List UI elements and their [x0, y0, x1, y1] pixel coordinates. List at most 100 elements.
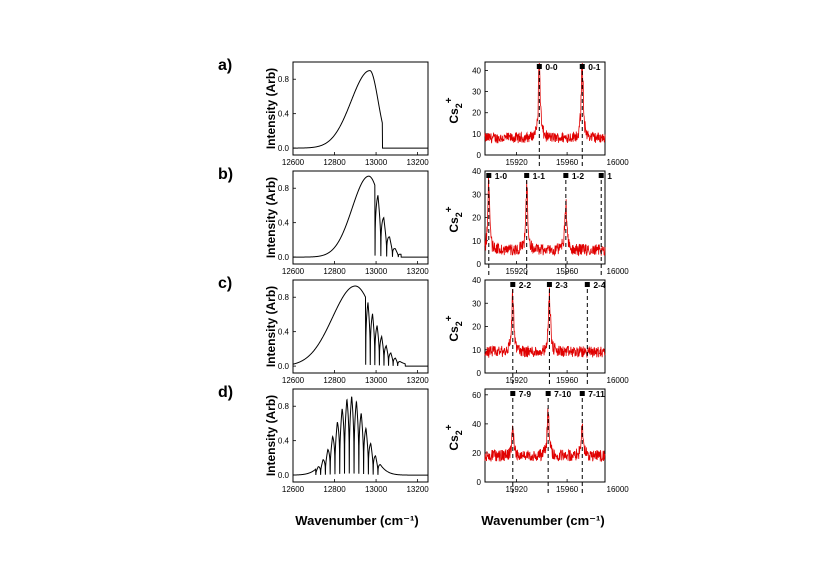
peak-marker-square	[563, 173, 569, 178]
x-tick-label: 15920	[505, 485, 528, 494]
y-tick-label: 0.4	[278, 110, 290, 119]
peak-marker-square	[524, 173, 530, 178]
plot-frame	[292, 388, 429, 483]
peak-label: 0-0	[545, 62, 558, 72]
y-axis-label: Cs2+	[444, 97, 464, 123]
peak-label: 7-10	[554, 389, 571, 399]
y-tick-label: 0.0	[278, 471, 290, 480]
y-tick-label: 0	[477, 260, 482, 269]
plot-frame	[292, 279, 429, 374]
spectrum-line	[293, 175, 428, 258]
peak-marker-square	[486, 173, 492, 178]
y-axis-label: Intensity (Arb)	[264, 68, 278, 149]
y-tick-label: 60	[472, 391, 481, 400]
peak-label: 0-1	[588, 62, 601, 72]
peak-label: 1-2	[572, 171, 585, 181]
x-tick-label: 16000	[607, 267, 630, 276]
y-tick-label: 30	[472, 299, 481, 308]
x-tick-label: 12600	[282, 485, 305, 494]
x-tick-label: 12800	[323, 267, 346, 276]
panels: 12600 12800 13000 132000.00.40.8a)Intensity…	[218, 57, 629, 494]
y-tick-label: 40	[472, 66, 481, 75]
y-tick-label: 10	[472, 237, 481, 246]
panel-label: c)	[218, 275, 232, 292]
x-tick-label: 15960	[556, 376, 579, 385]
x-tick-label: 13200	[406, 485, 429, 494]
ion-signal-line	[484, 287, 606, 358]
x-tick-label: 13200	[406, 158, 429, 167]
x-tick-label: 16000	[607, 158, 630, 167]
y-tick-label: 0.4	[278, 437, 290, 446]
peak-label: 1	[607, 171, 612, 181]
y-tick-label: 10	[472, 346, 481, 355]
peak-label: 1-1	[533, 171, 546, 181]
y-tick-label: 0.0	[278, 144, 290, 153]
y-tick-label: 0.4	[278, 328, 290, 337]
spectrum-line	[293, 70, 428, 149]
x-tick-label: 12800	[323, 376, 346, 385]
panel-label: b)	[218, 166, 233, 183]
peak-label: 2-4	[593, 280, 606, 290]
y-axis-label: Intensity (Arb)	[264, 177, 278, 258]
x-tick-label: 13000	[365, 485, 388, 494]
x-tick-label: 12600	[282, 267, 305, 276]
y-tick-label: 10	[472, 130, 481, 139]
peak-marker-square	[536, 64, 542, 69]
peak-label: 2-2	[519, 280, 532, 290]
panel-7: 15920 15960 16000 0 20 40 60 Cs2+ 7-9 7-10 7-11	[444, 388, 629, 494]
panel-4: 15920 15960 16000 0 10 20 30 40 Cs2+ 0-0 0-1	[444, 61, 630, 167]
x-tick-label: 15960	[556, 485, 579, 494]
y-axis-label: Cs2+	[444, 424, 464, 450]
y-tick-label: 0.0	[278, 253, 290, 262]
peak-marker-square	[598, 173, 604, 178]
plot-frame	[484, 61, 606, 156]
peak-marker-square	[579, 391, 585, 396]
y-tick-label: 20	[472, 323, 481, 332]
panel-0: 12600 12800 13000 13200 0.0 0.4 0.8 a) Intensity…	[218, 57, 429, 167]
y-axis-label: Cs2+	[444, 315, 464, 341]
x-tick-label: 13000	[365, 158, 388, 167]
x-tick-label: 15960	[556, 267, 579, 276]
y-tick-label: 0.8	[278, 293, 290, 302]
x-tick-label: 12800	[323, 158, 346, 167]
peak-label: 1-0	[495, 171, 508, 181]
x-tick-label: 12600	[282, 376, 305, 385]
x-tick-label: 12600	[282, 158, 305, 167]
x-tick-label: 15960	[556, 158, 579, 167]
x-tick-label: 15920	[505, 376, 528, 385]
left-x-axis-label: Wavenumber (cm⁻¹)	[295, 513, 418, 528]
y-tick-label: 0.8	[278, 402, 290, 411]
x-tick-label: 13000	[365, 376, 388, 385]
panel-label: a)	[218, 57, 232, 74]
y-tick-label: 30	[472, 190, 481, 199]
peak-marker-square	[584, 282, 590, 287]
ion-signal-line	[484, 175, 606, 257]
peak-marker-square	[579, 64, 585, 69]
y-tick-label: 20	[472, 109, 481, 118]
peak-label: 2-3	[555, 280, 568, 290]
x-tick-label: 16000	[607, 376, 630, 385]
plot-frame	[292, 170, 429, 265]
ion-signal-line	[484, 408, 606, 463]
x-tick-label: 15920	[505, 158, 528, 167]
spectrum-line	[292, 396, 428, 476]
y-tick-label: 0.8	[278, 75, 290, 84]
y-tick-label: 40	[472, 276, 481, 285]
y-tick-label: 20	[472, 449, 481, 458]
x-tick-label: 15920	[505, 267, 528, 276]
right-x-axis-label: Wavenumber (cm⁻¹)	[481, 513, 604, 528]
y-tick-label: 0.8	[278, 184, 290, 193]
y-tick-label: 40	[472, 420, 481, 429]
panel-3: 12600 12800 13000 13200 0.0 0.4 0.8 d) Intensity…	[218, 384, 429, 494]
peak-label: 7-11	[588, 389, 605, 399]
y-tick-label: 0.0	[278, 362, 290, 371]
y-tick-label: 0	[477, 369, 482, 378]
peak-marker-square	[510, 282, 516, 287]
plot-frame	[292, 61, 429, 156]
panel-5: 15920 15960 16000 0 10 20 30 40 Cs2+ 1-0 1-1 1-2 1	[444, 167, 629, 276]
x-tick-label: 13200	[406, 267, 429, 276]
ion-signal-line	[484, 63, 606, 144]
peak-marker-square	[546, 282, 552, 287]
y-axis-label: Cs2+	[444, 206, 464, 232]
panel-1: 12600 12800 13000 13200 0.0 0.4 0.8 b) Intensity…	[218, 166, 429, 276]
